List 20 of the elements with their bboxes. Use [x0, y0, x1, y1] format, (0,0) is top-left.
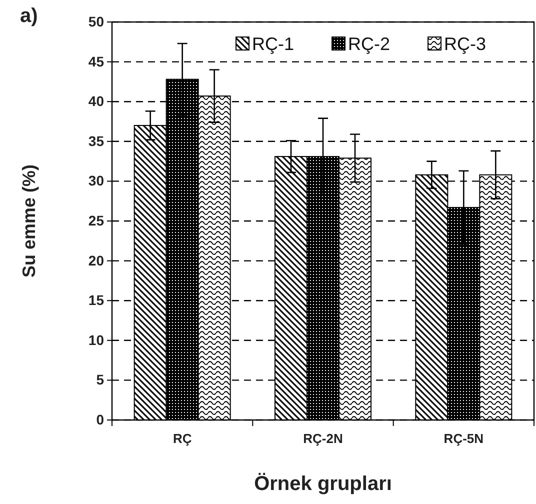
x-tick-label: RÇ: [172, 431, 192, 446]
x-tick-label: RÇ-5N: [444, 431, 484, 446]
y-tick-label: 45: [88, 53, 104, 70]
text: a): [20, 5, 38, 27]
legend-label: RÇ-3: [444, 34, 486, 54]
legend-label: RÇ-1: [252, 34, 294, 54]
y-tick-label: 30: [88, 172, 104, 189]
legend-label: RÇ-2: [348, 34, 390, 54]
y-tick-label: 40: [88, 93, 104, 110]
y-tick-label: 25: [88, 212, 104, 228]
y-tick-label: 20: [88, 252, 104, 268]
y-tick-label: 15: [88, 292, 104, 308]
x-tick-label: RÇ-2N: [303, 431, 343, 446]
y-axis-title: Su emme (%): [19, 164, 39, 278]
y-tick-label: 10: [88, 332, 104, 348]
y-tick-label: 0: [96, 411, 104, 428]
y-tick-label: 50: [88, 13, 104, 30]
y-tick-label: 35: [88, 132, 104, 149]
y-tick-label: 5: [96, 372, 104, 388]
x-axis-title: Örnek grupları: [254, 472, 392, 495]
